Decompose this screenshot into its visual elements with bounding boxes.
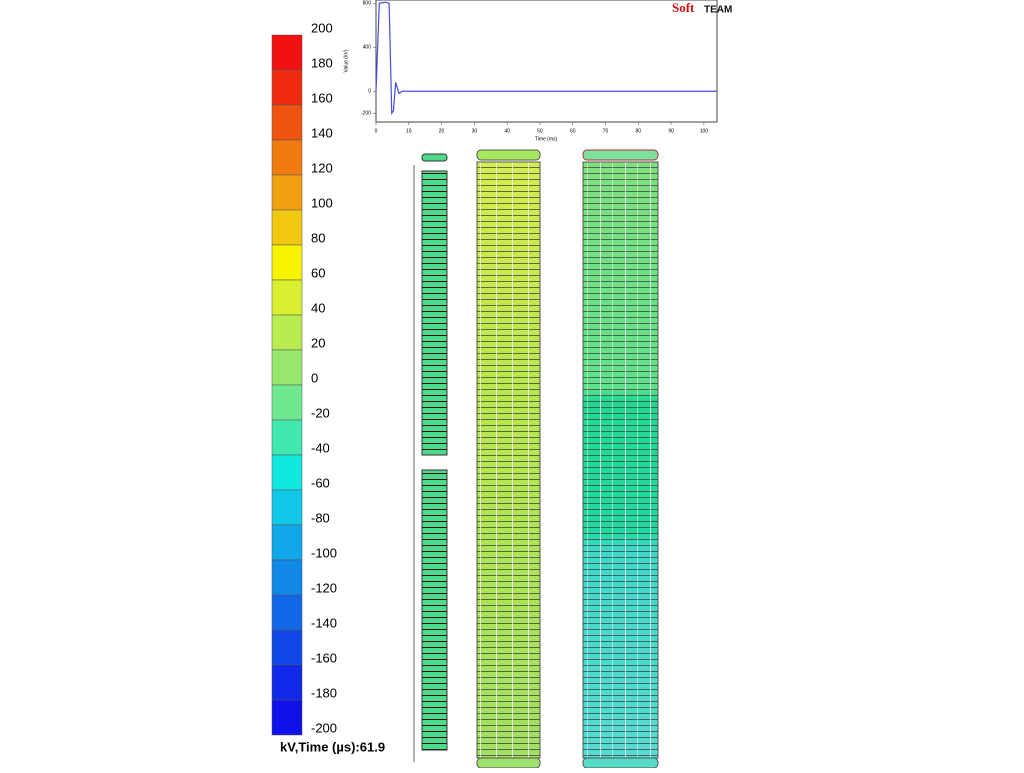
x-tick-label: 20 (439, 128, 445, 134)
colorbar-segment (271, 69, 303, 106)
colorbar-label: -20 (311, 405, 330, 420)
colorbar-segment (271, 174, 303, 211)
colorbar-label: -60 (311, 475, 330, 490)
x-tick-label: 50 (537, 128, 543, 134)
colorbar-label: -200 (311, 720, 337, 735)
tower-cap (582, 757, 659, 769)
colorbar-segment (271, 34, 303, 71)
x-tick-label: 80 (636, 128, 642, 134)
colorbar-label: 120 (311, 160, 333, 175)
colorbar-segment (271, 104, 303, 141)
x-tick-label: 60 (570, 128, 576, 134)
x-tick-label: 90 (668, 128, 674, 134)
colorbar-segment (271, 594, 303, 631)
time-label: kV,Time (µs):61.9 (280, 739, 385, 754)
colorbar-label: 200 (311, 20, 333, 35)
x-tick-label: 70 (603, 128, 609, 134)
colorbar-label: -40 (311, 440, 330, 455)
y-tick-label: 0 (368, 89, 371, 95)
tower-cap (476, 149, 541, 161)
colorbar-segment (271, 664, 303, 701)
series-line (375, 1, 717, 115)
colorbar-label: 80 (311, 230, 325, 245)
tower-grid (582, 161, 659, 759)
logo-black: TEAM (704, 5, 732, 16)
colorbar-label: -180 (311, 685, 337, 700)
colorbar-segment (271, 559, 303, 596)
towers (413, 149, 659, 769)
colorbar-label: -140 (311, 615, 337, 630)
colorbar-segment (271, 384, 303, 421)
colorbar-segment (271, 349, 303, 386)
x-tick-label: 40 (504, 128, 510, 134)
colorbar-segment (271, 524, 303, 561)
colorbar-segment (271, 454, 303, 491)
colorbar-label: -120 (311, 580, 337, 595)
tower-grid (421, 170, 448, 456)
tower-cap (582, 149, 659, 161)
colorbar-label: 0 (311, 370, 318, 385)
colorbar-label: -100 (311, 545, 337, 560)
plot-frame (375, 0, 718, 123)
colorbar-segment (271, 699, 303, 736)
colorbar-label: 160 (311, 90, 333, 105)
colorbar-segment (271, 629, 303, 666)
colorbar-segment (271, 209, 303, 246)
colorbar-label: 180 (311, 55, 333, 70)
x-tick-label: 0 (375, 128, 378, 134)
tower-cap (476, 757, 541, 769)
colorbar-segment (271, 244, 303, 281)
colorbar-segment (271, 279, 303, 316)
y-tick-label: 800 (363, 1, 372, 7)
x-axis-label: Time (ms) (535, 136, 558, 142)
colorbar-label: 100 (311, 195, 333, 210)
tower-cap (421, 153, 448, 162)
colorbar-segment (271, 139, 303, 176)
colorbar-label: -80 (311, 510, 330, 525)
x-tick-label: 100 (700, 128, 709, 134)
colorbar-segment (271, 314, 303, 351)
tower-grid (421, 469, 448, 751)
colorbar-label: 20 (311, 335, 325, 350)
colorbar-label: 140 (311, 125, 333, 140)
y-tick-label: -200 (361, 111, 371, 117)
y-axis-label: Value (kV) (343, 49, 349, 72)
colorbar-segment (271, 489, 303, 526)
logo-red: Soft (672, 0, 695, 15)
colorbar-segment (271, 419, 303, 456)
colorbar-label: 40 (311, 300, 325, 315)
colorbar-label: 60 (311, 265, 325, 280)
x-tick-label: 10 (406, 128, 412, 134)
x-tick-label: 30 (472, 128, 478, 134)
y-tick-label: 400 (363, 45, 372, 51)
tower-grid (476, 161, 541, 759)
colorbar-label: -160 (311, 650, 337, 665)
